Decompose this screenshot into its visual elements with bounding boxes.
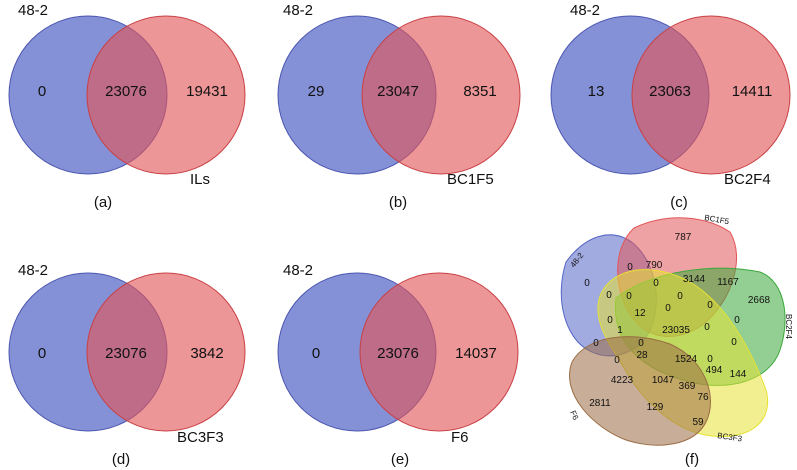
set-label-left: 48-2 (570, 2, 600, 19)
set-label-right: BC1F5 (447, 171, 494, 188)
region-count: 4223 (611, 375, 634, 386)
left-only-count: 0 (38, 83, 46, 100)
set-label-right: BC3F3 (177, 429, 224, 446)
region-count: 1 (617, 325, 623, 336)
set-label-left: 48-2 (283, 262, 313, 279)
region-count: 0 (734, 315, 740, 326)
region-count: 787 (675, 232, 692, 243)
region-count: 129 (647, 402, 664, 413)
region-count: 0 (731, 337, 737, 348)
region-count: 3144 (683, 274, 706, 285)
region-count: 28 (636, 350, 648, 361)
region-count: 12 (634, 308, 646, 319)
region-count: 0 (704, 322, 710, 333)
left-only-count: 29 (308, 83, 325, 100)
right-only-count: 3842 (190, 345, 223, 362)
overlap-count: 23047 (377, 83, 419, 100)
region-count: 0 (638, 338, 644, 349)
region-count: 0 (653, 278, 659, 289)
set-label-right: F6 (451, 429, 469, 446)
set-circle-right (86, 272, 246, 432)
panel-caption: (b) (389, 194, 407, 211)
region-count: 0 (677, 291, 683, 302)
region-count: 0 (593, 338, 599, 349)
region-count: 1524 (675, 354, 698, 365)
panel-caption: (d) (112, 451, 130, 468)
left-only-count: 0 (312, 345, 320, 362)
panel-caption: (a) (94, 194, 112, 211)
region-count: 0 (627, 262, 633, 273)
overlap-count: 23076 (105, 345, 147, 362)
region-count: 1167 (717, 277, 739, 288)
right-only-count: 14411 (732, 83, 773, 100)
overlap-count: 23063 (649, 83, 691, 100)
region-count: 0 (606, 290, 612, 301)
set-label-bc3f3: BC3F3 (717, 431, 743, 443)
set-shape-f6 (569, 336, 711, 446)
venn-panel-a: 48-2 0 23076 19431 ILs (a) (8, 2, 246, 211)
venn5-panel: 48-2 BC1F5 BC2F4 BC3F3 F6 787 790 3144 1… (560, 213, 793, 468)
region-count: 59 (692, 417, 704, 428)
overlap-count: 23076 (105, 83, 147, 100)
region-count: 0 (665, 303, 671, 314)
right-only-count: 19431 (186, 83, 228, 100)
venn-panel-c: 48-2 13 23063 14411 BC2F4 (c) (550, 2, 791, 211)
set-label-f6: F6 (568, 409, 580, 422)
region-count: 23035 (662, 325, 690, 336)
set-label-left: 48-2 (18, 2, 48, 19)
panel-caption: (f) (685, 451, 699, 468)
region-count: 494 (706, 365, 723, 376)
region-count: 790 (646, 260, 663, 271)
region-count: 1047 (652, 375, 675, 386)
region-count: 0 (607, 315, 613, 326)
set-circle-right (86, 15, 246, 175)
region-count: 144 (730, 369, 747, 380)
set-circle-right (359, 272, 519, 432)
right-only-count: 8351 (463, 83, 496, 100)
right-only-count: 14037 (455, 345, 497, 362)
region-count: 76 (697, 392, 709, 403)
region-count: 0 (584, 278, 590, 289)
set-label-left: 48-2 (18, 262, 48, 279)
region-count: 2811 (589, 398, 611, 409)
venn-panel-d: 48-2 0 23076 3842 BC3F3 (d) (8, 262, 246, 468)
venn-panel-e: 48-2 0 23076 14037 F6 (e) (277, 262, 519, 468)
venn-panel-b: 48-2 29 23047 8351 BC1F5 (b) (277, 2, 521, 211)
overlap-count: 23076 (377, 345, 419, 362)
set-label-bc1f5: BC1F5 (704, 213, 731, 226)
region-count: 0 (626, 291, 632, 302)
region-count: 369 (679, 381, 696, 392)
set-label-left: 48-2 (283, 2, 313, 19)
set-label-right: BC2F4 (724, 171, 771, 188)
set-label-bc2f4: BC2F4 (784, 314, 793, 339)
region-count: 2668 (748, 295, 771, 306)
set-label-right: ILs (190, 171, 210, 188)
region-count: 0 (707, 354, 713, 365)
region-count: 0 (707, 300, 713, 311)
set-circle-right (361, 15, 521, 175)
region-count: 0 (614, 355, 620, 366)
set-circle-right (631, 15, 791, 175)
panel-caption: (e) (391, 451, 409, 468)
left-only-count: 0 (38, 345, 46, 362)
panel-caption: (c) (670, 194, 688, 211)
left-only-count: 13 (588, 83, 605, 100)
